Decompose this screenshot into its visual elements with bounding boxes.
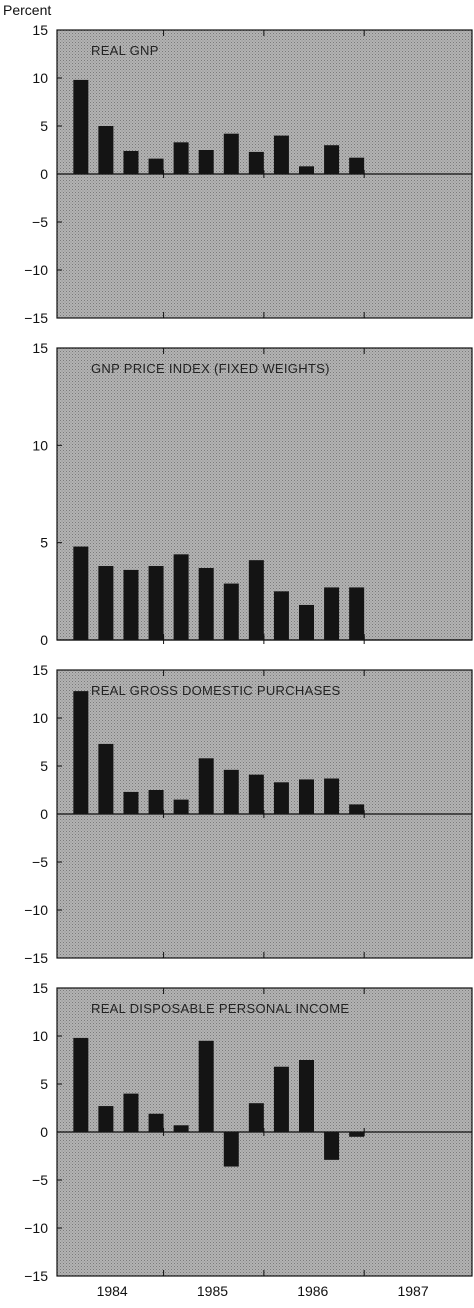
bar [173, 799, 189, 814]
y-tick-label: −5 [32, 1172, 48, 1188]
y-tick-label: 15 [32, 22, 48, 38]
bar [73, 546, 89, 640]
bar [148, 790, 164, 814]
bar [248, 560, 264, 640]
bar [98, 1106, 114, 1132]
y-tick-label: −10 [24, 902, 48, 918]
bar [123, 791, 139, 814]
bar [299, 779, 315, 814]
y-tick-label: 0 [40, 1124, 48, 1140]
y-tick-label: −5 [32, 854, 48, 870]
bar [173, 554, 189, 640]
panel-title: REAL GNP [91, 43, 159, 58]
bar [273, 135, 289, 174]
y-tick-label: −15 [24, 950, 48, 966]
bar [98, 566, 114, 640]
y-tick-label: −10 [24, 1220, 48, 1236]
y-tick-label: 5 [40, 1076, 48, 1092]
bar [349, 804, 365, 814]
bar [73, 79, 89, 174]
bar [349, 1132, 365, 1137]
bar [299, 604, 315, 640]
bar [299, 1060, 315, 1132]
bar [223, 1132, 239, 1167]
bar [324, 587, 340, 640]
bar [223, 583, 239, 640]
bar [148, 1113, 164, 1132]
y-tick-label: 15 [32, 662, 48, 678]
bar [324, 778, 340, 814]
x-tick-label: 1985 [197, 1283, 228, 1299]
bar [248, 774, 264, 814]
y-tick-label: 5 [40, 118, 48, 134]
y-tick-label: 0 [40, 166, 48, 182]
y-tick-label: 5 [40, 535, 48, 551]
bar [98, 126, 114, 174]
plot-area [56, 347, 473, 641]
chart-panel-2: 15 10 5 0 GNP PRICE INDEX (FIXED WEIGHTS) [32, 340, 473, 648]
bar [349, 157, 365, 174]
bar [123, 569, 139, 640]
bar [198, 567, 214, 640]
bar [273, 782, 289, 814]
bar [248, 1103, 264, 1132]
y-tick-label: −15 [24, 1268, 48, 1284]
bar [73, 691, 89, 814]
y-tick-label: 0 [40, 632, 48, 648]
bar [299, 166, 315, 174]
bar [98, 743, 114, 814]
y-tick-label: −15 [24, 310, 48, 326]
chart-panel-4: 15 10 5 0 −5 −10 −15 REAL DISPOSABLE PERSONAL I… [24, 980, 473, 1284]
y-tick-label: 5 [40, 758, 48, 774]
y-tick-label: 15 [32, 980, 48, 996]
y-tick-label: 10 [32, 710, 48, 726]
bar [123, 1093, 139, 1132]
y-tick-label: 10 [32, 1028, 48, 1044]
bar [223, 769, 239, 814]
y-tick-label: −5 [32, 214, 48, 230]
bar [248, 151, 264, 174]
bar [173, 142, 189, 174]
bar [223, 133, 239, 174]
chart-panel-1: 15 10 5 0 −5 −10 −15 REAL GNP [24, 22, 473, 326]
bar [349, 587, 365, 640]
chart-panel-3: 15 10 5 0 −5 −10 −15 REAL GROSS DOMESTIC PURCHA… [24, 662, 473, 966]
bar [73, 1037, 89, 1132]
y-tick-label: −10 [24, 262, 48, 278]
bar [148, 566, 164, 640]
bar [173, 1125, 189, 1132]
bar [324, 1132, 340, 1160]
panel-title: GNP PRICE INDEX (FIXED WEIGHTS) [91, 361, 330, 376]
bar [324, 145, 340, 174]
y-tick-label: 0 [40, 806, 48, 822]
x-tick-label: 1986 [297, 1283, 328, 1299]
x-tick-label: 1987 [397, 1283, 428, 1299]
panel-title: REAL DISPOSABLE PERSONAL INCOME [91, 1001, 349, 1016]
panel-title: REAL GROSS DOMESTIC PURCHASES [91, 683, 341, 698]
y-tick-label: 15 [32, 340, 48, 356]
bar [198, 150, 214, 174]
y-tick-label: 10 [32, 437, 48, 453]
y-axis-label: Percent [3, 2, 52, 18]
y-tick-label: 10 [32, 70, 48, 86]
bar [273, 591, 289, 640]
bar [198, 758, 214, 814]
bar [198, 1040, 214, 1132]
x-tick-label: 1984 [97, 1283, 128, 1299]
bar [123, 150, 139, 174]
bar [148, 158, 164, 174]
bar [273, 1066, 289, 1132]
